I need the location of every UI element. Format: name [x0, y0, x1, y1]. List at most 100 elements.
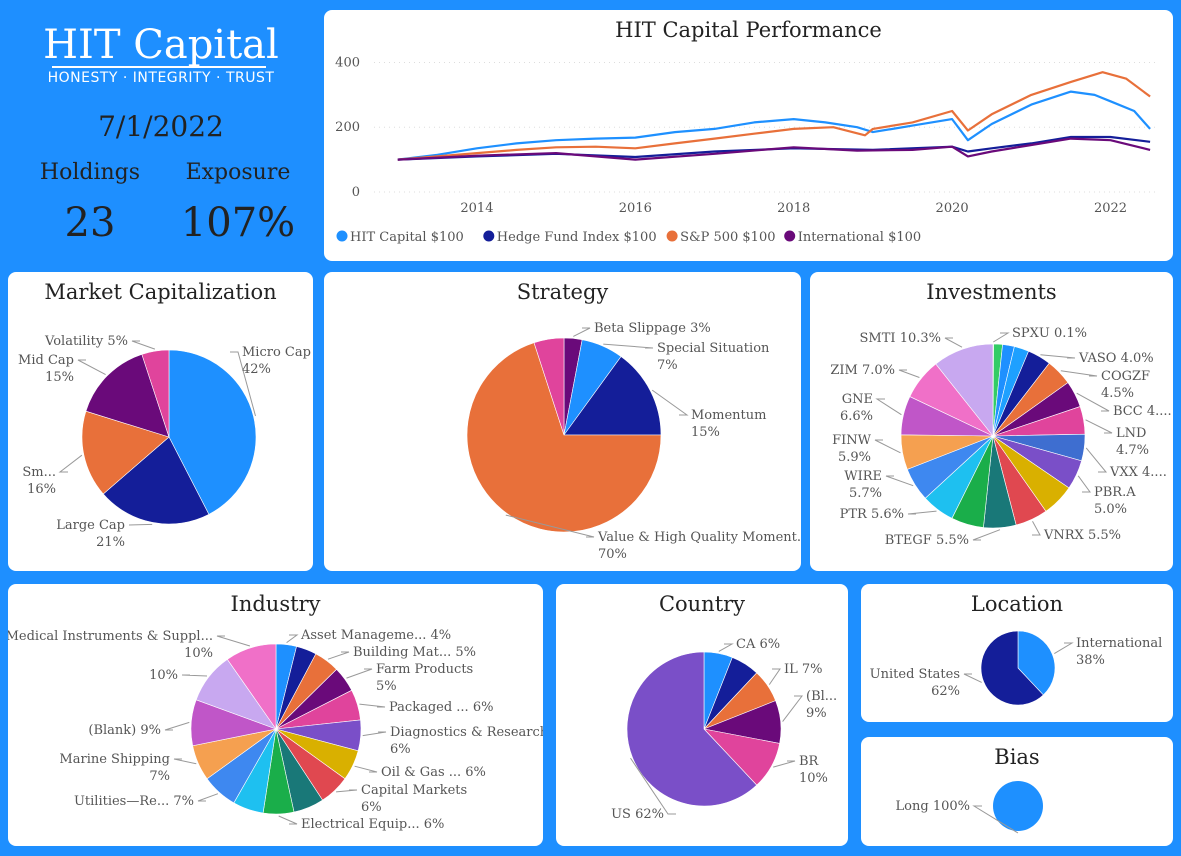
industry-title: Industry — [230, 592, 321, 616]
slice-percent: 10.3% — [896, 331, 941, 346]
slice-label: ZIM 7.0% — [830, 363, 895, 378]
slice-name: United States — [870, 667, 960, 682]
slice-label: Momentum — [691, 408, 766, 423]
slice-name: Farm Products — [376, 662, 473, 677]
leader-line — [603, 343, 654, 349]
leader-line — [216, 635, 251, 647]
slice-name: PBR.A — [1094, 485, 1136, 500]
slice-label: 70% — [598, 547, 627, 562]
slice-name: Marine Shipping — [59, 752, 170, 767]
leader-line — [1054, 642, 1074, 655]
slice-percent: 6% — [420, 817, 445, 832]
slice-percent: 7% — [798, 662, 823, 677]
leader-line — [354, 765, 378, 773]
leader-line — [898, 369, 920, 378]
slice-label: 10% — [184, 646, 213, 661]
leader-line — [1040, 354, 1076, 359]
slice-name: Mid Cap — [18, 353, 74, 368]
pie-slice — [85, 353, 170, 438]
leader-line — [963, 673, 982, 683]
slice-label: 62% — [931, 684, 960, 699]
slice-name: Large Cap — [56, 518, 125, 533]
legend-entry: HIT Capital $100 — [350, 230, 464, 245]
country-pie: CA 6% IL 7% (Bl... 9% BR 10% US 62% — [611, 637, 837, 822]
slice-label: 4.7% — [1116, 443, 1149, 458]
slice-percent: 5.0% — [1094, 502, 1127, 517]
series-line-3 — [397, 137, 1151, 161]
holdings-label: Holdings — [39, 160, 141, 185]
slice-label: PBR.A — [1094, 485, 1136, 500]
strategy-title: Strategy — [516, 280, 609, 304]
slice-label: 42% — [242, 362, 271, 377]
slice-percent: 0.1% — [1050, 326, 1087, 341]
leader-line — [1076, 392, 1110, 412]
slice-name: WIRE — [844, 469, 882, 484]
slice-label: VNRX 5.5% — [1043, 528, 1121, 543]
slice-label: Marine Shipping — [59, 752, 170, 767]
leader-line — [164, 721, 190, 731]
slice-name: Sm... — [22, 465, 56, 480]
slice-label: COGZF — [1101, 369, 1150, 384]
investments-title: Investments — [926, 280, 1057, 304]
slice-label: 15% — [691, 425, 720, 440]
industry-card: Industry Asset Manageme... 4% Building Ma… — [8, 584, 543, 846]
leader-line — [651, 389, 689, 416]
slice-name: GNE — [842, 392, 873, 407]
market-cap-pie: Micro Cap 42% Large Cap 21% Sm... 16% Mid Cap 1… — [18, 334, 311, 550]
slice-label: Diagnostics & Research — [390, 725, 543, 740]
slice-name: Long — [896, 799, 929, 814]
leader-line — [782, 695, 804, 722]
leader-line — [630, 757, 676, 815]
slice-label: 6% — [361, 800, 382, 815]
slice-label: SMTI 10.3% — [860, 331, 941, 346]
slice-percent: 42% — [242, 362, 271, 377]
y-tick-label: 400 — [335, 55, 360, 70]
slice-label: FINW — [832, 433, 872, 448]
tagline: HONESTY · INTEGRITY · TRUST — [47, 70, 275, 86]
slice-label: 5.9% — [838, 450, 871, 465]
strategy-pie: Beta Slippage 3% Special Situation 7% Momen… — [466, 321, 801, 562]
pie-slice — [466, 342, 662, 533]
slice-percent: 100% — [929, 799, 970, 814]
country-card: Country CA 6% IL 7% (Bl... 9% BR 10% US 62% — [556, 584, 848, 846]
slice-percent: 7% — [657, 358, 678, 373]
y-tick-label: 0 — [352, 185, 360, 200]
leader-line — [874, 439, 901, 454]
slice-label: International — [1076, 636, 1162, 651]
leader-line — [359, 703, 386, 708]
pie-slice — [533, 337, 565, 436]
slice-percent: 10% — [799, 771, 828, 786]
slice-label: Volatility 5% — [44, 334, 128, 349]
slice-label: 7% — [657, 358, 678, 373]
y-tick-label: 200 — [335, 120, 360, 135]
slice-label: Micro Cap — [242, 345, 311, 360]
slice-name: COGZF — [1101, 369, 1150, 384]
slice-name: Packaged ... — [389, 700, 469, 715]
leader-line — [972, 529, 1001, 541]
leader-line — [1085, 447, 1108, 473]
slice-label: Capital Markets — [361, 783, 467, 798]
slice-name: Beta Slippage — [594, 321, 686, 336]
pie-slice — [626, 651, 758, 807]
slice-percent: 5% — [103, 334, 128, 349]
slice-label: Farm Products — [376, 662, 473, 677]
slice-name: VASO — [1078, 351, 1116, 366]
leader-line — [907, 510, 937, 515]
slice-label: BCC 4.... — [1113, 404, 1172, 419]
slice-percent: 16% — [27, 482, 56, 497]
slice-name: Medical Instruments & Suppl... — [8, 629, 213, 644]
legend-marker — [336, 230, 348, 242]
slice-label: Special Situation — [657, 341, 770, 356]
slice-name: BR — [799, 754, 820, 769]
leader-line — [181, 674, 208, 677]
slice-percent: 9% — [136, 723, 161, 738]
location-title: Location — [970, 592, 1064, 616]
slice-percent: 6% — [361, 800, 382, 815]
leader-line — [362, 731, 387, 737]
slice-name: Asset Manageme... — [300, 628, 426, 643]
slice-percent: 70% — [598, 547, 627, 562]
location-card: Location International 38% United States 62… — [861, 584, 1173, 722]
slice-percent: 9% — [806, 706, 827, 721]
slice-percent: 5% — [451, 645, 476, 660]
legend-marker — [483, 230, 495, 242]
